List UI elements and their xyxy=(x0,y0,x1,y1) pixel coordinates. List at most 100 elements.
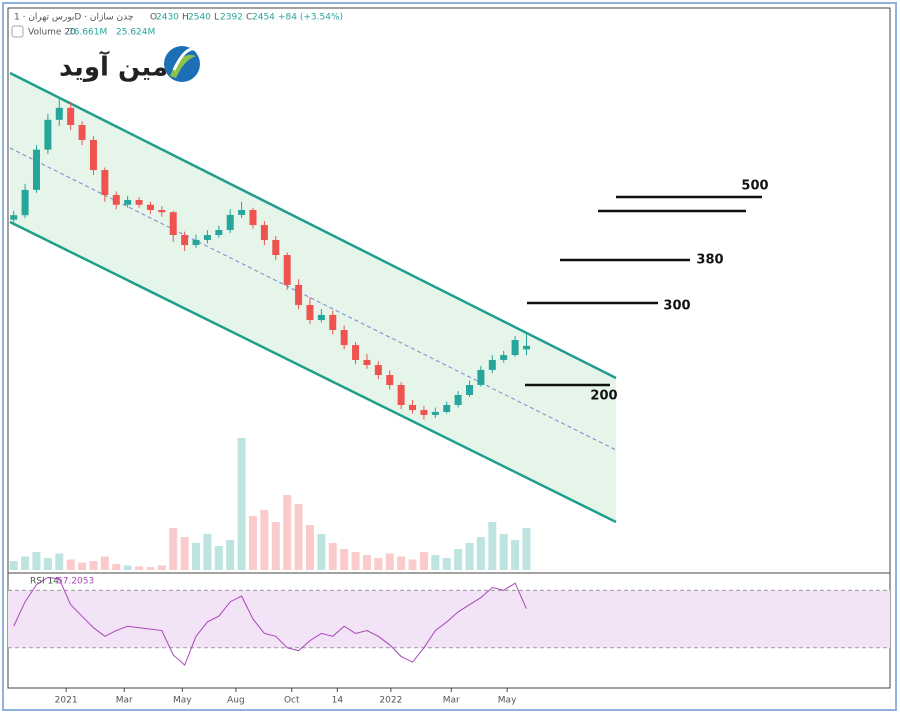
candle-body xyxy=(78,125,86,140)
volume-bar xyxy=(214,546,223,570)
candle-body xyxy=(112,194,120,205)
candle-body xyxy=(21,189,29,216)
volume-bar xyxy=(511,540,520,570)
volume-bar xyxy=(226,540,235,570)
candle-body xyxy=(386,375,394,386)
candle-body xyxy=(454,394,462,405)
ohlc-value: 2392 xyxy=(220,13,243,23)
candle-body xyxy=(32,149,40,190)
volume-bar xyxy=(55,553,64,570)
candle-body xyxy=(511,339,519,356)
candle-body xyxy=(352,345,360,360)
candle-body xyxy=(272,239,280,256)
x-tick-label: Mar xyxy=(443,696,460,706)
volume-bar xyxy=(442,558,451,570)
volume-bar xyxy=(135,566,144,570)
volume-bar xyxy=(454,549,463,570)
volume-bar xyxy=(32,552,41,570)
candle-body xyxy=(363,359,371,366)
volume-bar xyxy=(123,565,132,570)
rsi-band xyxy=(8,590,890,648)
volume-bar xyxy=(305,525,314,570)
symbol: بورس تهران · 1D · چدن سازان xyxy=(14,13,133,23)
volume-bar xyxy=(431,555,440,570)
candle-body xyxy=(329,314,337,330)
level-label: 200 xyxy=(590,389,617,404)
volume-bar xyxy=(488,522,497,570)
candle-body xyxy=(249,209,257,226)
volume-label: Volume 20 xyxy=(28,28,76,38)
candle-body xyxy=(124,200,132,205)
x-tick-label: 2022 xyxy=(379,696,402,706)
x-tick-label: Mar xyxy=(116,696,133,706)
candle-body xyxy=(340,329,348,346)
candle-body xyxy=(260,225,268,240)
candle-body xyxy=(55,107,63,120)
level-label: 380 xyxy=(696,253,723,268)
candle-body xyxy=(431,411,439,415)
volume-bar xyxy=(169,528,178,570)
collapse-button[interactable] xyxy=(11,25,24,38)
volume-ma: 25.624M xyxy=(116,28,155,38)
volume-bar xyxy=(362,555,371,570)
candle-body xyxy=(488,359,496,370)
plot-border xyxy=(7,7,891,689)
level-label: 300 xyxy=(663,299,690,314)
volume-bar xyxy=(100,556,109,570)
channel-fill xyxy=(10,73,616,522)
candle-body xyxy=(226,214,234,230)
volume-bar xyxy=(385,553,394,570)
candle-body xyxy=(44,119,52,150)
candle-body xyxy=(443,404,451,412)
volume-bar xyxy=(260,510,269,570)
channel-upper xyxy=(9,71,617,380)
volume-bar xyxy=(157,565,166,570)
volume-bar xyxy=(271,522,280,570)
candle-body xyxy=(135,200,143,205)
candle-body xyxy=(522,345,530,350)
volume-bar xyxy=(328,543,337,570)
volume-bar xyxy=(465,543,474,570)
volume-bar xyxy=(146,567,155,570)
x-tick-label: May xyxy=(173,696,192,706)
candle-body xyxy=(397,385,405,405)
logo-text: امین آوید xyxy=(59,51,177,83)
volume-bar xyxy=(408,559,417,570)
candle-body xyxy=(158,209,166,213)
candle-body xyxy=(192,239,200,246)
logo-icon xyxy=(164,46,200,82)
volume-bar xyxy=(374,558,383,570)
marks: 2021 Mar May Aug Oct 14 2022 Mar May 500 380 300 200 xyxy=(8,97,890,706)
volume-bar xyxy=(419,552,428,570)
ohlc-value: 2430 xyxy=(156,13,179,23)
volume-bar xyxy=(192,543,201,570)
volume-bar xyxy=(351,552,360,570)
candle-body xyxy=(374,365,382,376)
candle-body xyxy=(306,304,314,321)
volume-bar xyxy=(283,495,292,570)
candle-body xyxy=(409,404,417,411)
volume-bar xyxy=(112,564,121,570)
change: +84 (+3.54%) xyxy=(278,13,343,23)
ohlc-value: 2540 xyxy=(188,13,211,23)
candle-body xyxy=(146,204,154,210)
volume-bar xyxy=(522,528,531,570)
x-tick-label: 14 xyxy=(332,696,344,706)
volume-bar xyxy=(294,504,303,570)
ohlc-key: O xyxy=(150,13,157,23)
candle-body xyxy=(420,410,428,415)
candle-body xyxy=(10,215,18,220)
level-label: 500 xyxy=(741,179,768,194)
x-tick-label: Oct xyxy=(284,696,300,706)
volume-bar xyxy=(43,558,52,570)
volume-bar xyxy=(89,561,98,570)
x-tick-label: Aug xyxy=(227,696,245,706)
volume-bar xyxy=(237,438,246,570)
volume-bar xyxy=(66,559,75,570)
rsi-label: RSI 14 xyxy=(30,577,59,587)
channel-middle xyxy=(9,147,617,451)
candle-body xyxy=(477,369,485,386)
candle-body xyxy=(215,229,223,236)
candle-body xyxy=(295,284,303,305)
ohlc-key: L xyxy=(214,13,219,23)
